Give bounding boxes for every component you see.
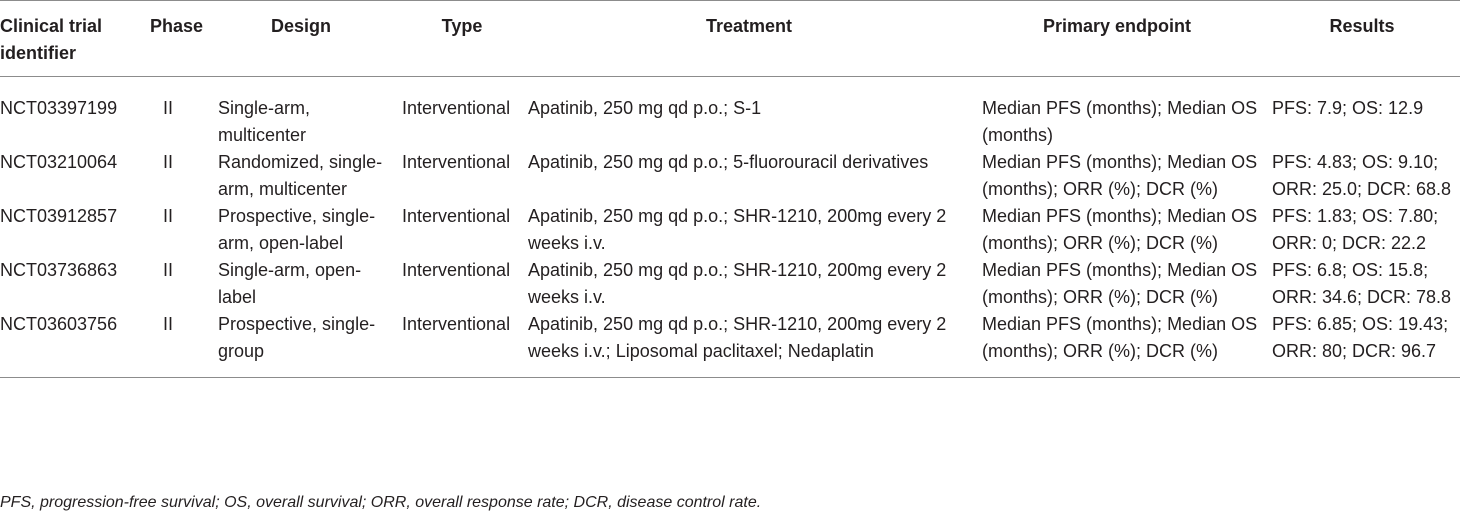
cell-results: PFS: 1.83; OS: 7.80; ORR: 0; DCR: 22.2 xyxy=(1272,206,1439,253)
cell-design: Prospective, single-group xyxy=(218,314,376,361)
cell-phase: II xyxy=(162,206,173,226)
cell-treatment: Apatinib, 250 mg qd p.o.; 5-fluorouracil… xyxy=(528,152,929,172)
header-primary-endpoint: Primary endpoint xyxy=(1042,16,1192,36)
cell-type: Interventional xyxy=(402,152,511,172)
table-footnote: PFS, progression-free survival; OS, over… xyxy=(0,494,762,511)
cell-identifier: NCT03912857 xyxy=(0,206,118,226)
table-row: NCT03603756 II Prospective, single-group… xyxy=(0,311,1460,378)
table-header-row: Clinical trial identifier Phase Design T… xyxy=(0,0,1460,77)
cell-type: Interventional xyxy=(402,206,511,226)
cell-primary-endpoint: Median PFS (months); Median OS (months);… xyxy=(982,260,1258,307)
cell-treatment: Apatinib, 250 mg qd p.o.; SHR-1210, 200m… xyxy=(528,206,947,253)
cell-type: Interventional xyxy=(402,260,511,280)
table-row: NCT03736863 II Single-arm, open-label In… xyxy=(0,257,1460,311)
cell-type: Interventional xyxy=(402,314,511,334)
cell-results: PFS: 4.83; OS: 9.10; ORR: 25.0; DCR: 68.… xyxy=(1272,152,1452,199)
table-row: NCT03912857 II Prospective, single-arm, … xyxy=(0,203,1460,257)
cell-treatment: Apatinib, 250 mg qd p.o.; SHR-1210, 200m… xyxy=(528,314,947,361)
cell-phase: II xyxy=(162,98,173,118)
cell-primary-endpoint: Median PFS (months); Median OS (months);… xyxy=(982,314,1258,361)
cell-primary-endpoint: Median PFS (months); Median OS (months);… xyxy=(982,152,1258,199)
cell-phase: II xyxy=(162,260,173,280)
cell-primary-endpoint: Median PFS (months); Median OS (months) xyxy=(982,98,1258,145)
cell-results: PFS: 7.9; OS: 12.9 xyxy=(1272,98,1424,118)
cell-identifier: NCT03736863 xyxy=(0,260,118,280)
cell-identifier: NCT03603756 xyxy=(0,314,118,334)
header-type: Type xyxy=(441,16,483,36)
cell-phase: II xyxy=(162,152,173,172)
cell-primary-endpoint: Median PFS (months); Median OS (months);… xyxy=(982,206,1258,253)
header-phase: Phase xyxy=(150,16,204,36)
header-design: Design xyxy=(270,16,331,36)
table-row: NCT03210064 II Randomized, single-arm, m… xyxy=(0,149,1460,203)
cell-design: Randomized, single-arm, multicenter xyxy=(218,152,383,199)
cell-type: Interventional xyxy=(402,98,511,118)
header-results: Results xyxy=(1329,16,1395,36)
cell-identifier: NCT03397199 xyxy=(0,98,118,118)
cell-results: PFS: 6.85; OS: 19.43; ORR: 80; DCR: 96.7 xyxy=(1272,314,1449,361)
header-treatment: Treatment xyxy=(705,16,793,36)
cell-treatment: Apatinib, 250 mg qd p.o.; SHR-1210, 200m… xyxy=(528,260,947,307)
cell-results: PFS: 6.8; OS: 15.8; ORR: 34.6; DCR: 78.8 xyxy=(1272,260,1452,307)
clinical-trials-table: Clinical trial identifier Phase Design T… xyxy=(0,0,1460,378)
cell-treatment: Apatinib, 250 mg qd p.o.; S-1 xyxy=(528,98,762,118)
cell-design: Single-arm, open-label xyxy=(218,260,362,307)
cell-identifier: NCT03210064 xyxy=(0,152,118,172)
header-clinical-trial-identifier: Clinical trial identifier xyxy=(0,16,103,63)
cell-design: Prospective, single-arm, open-label xyxy=(218,206,376,253)
table-row: NCT03397199 II Single-arm, multicenter I… xyxy=(0,77,1460,150)
cell-design: Single-arm, multicenter xyxy=(218,98,311,145)
cell-phase: II xyxy=(162,314,173,334)
